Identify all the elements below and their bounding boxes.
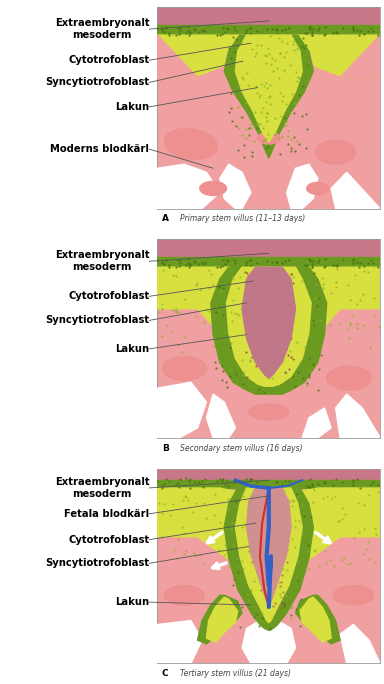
Polygon shape bbox=[207, 394, 235, 438]
Polygon shape bbox=[220, 164, 251, 209]
Polygon shape bbox=[340, 624, 380, 663]
Polygon shape bbox=[235, 488, 302, 622]
Polygon shape bbox=[157, 488, 255, 570]
Text: Extraembryonalt
mesoderm: Extraembryonalt mesoderm bbox=[55, 250, 149, 272]
Polygon shape bbox=[157, 620, 202, 663]
Text: Cytotrofoblast: Cytotrofoblast bbox=[68, 291, 149, 302]
Text: C: C bbox=[162, 669, 169, 679]
Bar bbox=[157, 469, 380, 484]
Bar bbox=[157, 239, 380, 261]
Text: Syncytiotrofoblast: Syncytiotrofoblast bbox=[45, 558, 149, 568]
Ellipse shape bbox=[258, 132, 280, 144]
Polygon shape bbox=[273, 267, 380, 354]
Polygon shape bbox=[300, 597, 331, 642]
Text: Lakun: Lakun bbox=[115, 597, 149, 607]
Polygon shape bbox=[291, 35, 380, 77]
Polygon shape bbox=[157, 267, 264, 354]
Text: Cytotrofoblast: Cytotrofoblast bbox=[68, 55, 149, 65]
Text: Lakun: Lakun bbox=[115, 344, 149, 354]
Polygon shape bbox=[157, 382, 207, 438]
Text: Syncytiotrofoblast: Syncytiotrofoblast bbox=[45, 315, 149, 326]
Polygon shape bbox=[224, 35, 313, 158]
Polygon shape bbox=[336, 394, 380, 438]
Text: Moderns blodkärl: Moderns blodkärl bbox=[50, 144, 149, 154]
Polygon shape bbox=[224, 488, 313, 631]
Ellipse shape bbox=[249, 404, 289, 420]
Ellipse shape bbox=[327, 367, 371, 390]
Polygon shape bbox=[197, 595, 242, 644]
Text: Extraembryonalt
mesoderm: Extraembryonalt mesoderm bbox=[55, 18, 149, 40]
Text: A: A bbox=[162, 214, 169, 224]
Polygon shape bbox=[242, 267, 296, 378]
Polygon shape bbox=[207, 597, 238, 642]
Bar bbox=[157, 480, 380, 488]
Ellipse shape bbox=[164, 129, 217, 159]
Polygon shape bbox=[286, 164, 318, 209]
Text: Cytotrofoblast: Cytotrofoblast bbox=[68, 535, 149, 544]
Ellipse shape bbox=[333, 586, 374, 605]
Polygon shape bbox=[157, 35, 380, 102]
Text: Lakun: Lakun bbox=[115, 102, 149, 112]
Polygon shape bbox=[157, 164, 220, 209]
Bar bbox=[157, 257, 380, 267]
Bar bbox=[157, 7, 380, 29]
Polygon shape bbox=[296, 595, 340, 644]
Ellipse shape bbox=[316, 140, 356, 164]
Polygon shape bbox=[235, 35, 302, 142]
Text: Syncytiotrofoblast: Syncytiotrofoblast bbox=[45, 77, 149, 88]
Text: Tertiary stem villus (21 days): Tertiary stem villus (21 days) bbox=[180, 669, 291, 679]
Text: B: B bbox=[162, 443, 169, 453]
Polygon shape bbox=[242, 620, 296, 663]
Ellipse shape bbox=[200, 181, 227, 196]
Polygon shape bbox=[247, 488, 291, 607]
Polygon shape bbox=[211, 267, 327, 394]
Polygon shape bbox=[157, 35, 247, 77]
Ellipse shape bbox=[162, 356, 207, 380]
Polygon shape bbox=[302, 408, 331, 438]
Ellipse shape bbox=[307, 183, 329, 194]
Polygon shape bbox=[282, 488, 380, 570]
Text: Extraembryonalt
mesoderm: Extraembryonalt mesoderm bbox=[55, 477, 149, 499]
Polygon shape bbox=[227, 267, 311, 386]
Polygon shape bbox=[331, 172, 380, 209]
Ellipse shape bbox=[164, 586, 204, 605]
Text: Secondary stem villus (16 days): Secondary stem villus (16 days) bbox=[180, 443, 302, 453]
Text: Fetala blodkärl: Fetala blodkärl bbox=[64, 509, 149, 518]
Bar bbox=[157, 25, 380, 35]
Text: Primary stem villus (11–13 days): Primary stem villus (11–13 days) bbox=[180, 214, 305, 224]
